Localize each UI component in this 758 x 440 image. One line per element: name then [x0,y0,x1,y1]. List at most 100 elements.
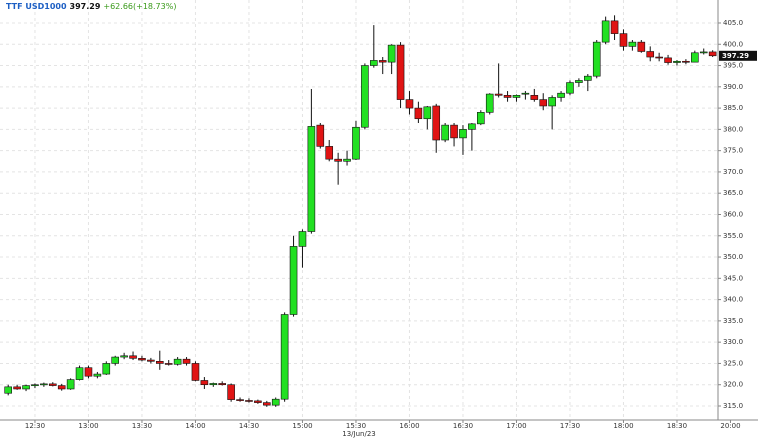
candle-body [494,93,503,96]
y-tick-label: 330.0 [723,338,743,346]
header: TTF USD1000 397.29 +62.66(+18.73%) [6,2,176,11]
price-tag [719,50,757,61]
candle-body [57,385,66,390]
x-tick-label: 20:00 [720,422,740,430]
x-tick-label: 14:00 [185,422,205,430]
candle-body [173,358,182,365]
candle-body [254,400,262,403]
y-tick-label: 315.0 [723,402,743,410]
candle-body [432,105,441,141]
candle-body [584,75,592,81]
candle-body [227,384,235,400]
candle-body [459,129,467,139]
candle-body [120,355,128,358]
candle-body [325,146,334,160]
y-tick-label: 390.0 [723,83,743,91]
x-tick-label: 14:30 [239,422,259,430]
candle-body [93,373,102,377]
candle-body [111,356,120,364]
candle-body [387,44,396,63]
candle-body [361,65,369,128]
x-tick-label: 15:30 [346,422,366,430]
y-tick-label: 355.0 [723,232,743,240]
candle-body [512,95,521,98]
y-tick-label: 350.0 [723,253,743,261]
candle-body [691,52,699,63]
candle-body [378,60,387,63]
candle-body [218,383,227,386]
candle-body [646,51,655,58]
candle-body [138,358,146,361]
candle-body [699,51,708,54]
candle-body [619,33,628,47]
candle-body [182,358,191,364]
y-tick-label: 365.0 [723,189,743,197]
y-tick-label: 405.0 [723,19,743,27]
candle-body [4,386,13,394]
candle-body [13,386,21,390]
candle-body [485,93,494,113]
candle-body [352,126,360,160]
candle-body [271,398,280,406]
candle-body [316,124,325,147]
candle-body [209,383,218,386]
y-tick-label: 345.0 [723,274,743,282]
candle-body [102,363,111,375]
x-tick-label: 18:00 [613,422,633,430]
x-tick-label: 13:30 [132,422,152,430]
candle-body [682,60,690,63]
candle-body [708,51,717,57]
y-tick-label: 325.0 [723,359,743,367]
candle-body [75,367,84,380]
symbol: TTF USD1000 [6,2,67,11]
plot-area [0,0,718,420]
candle-body [673,60,681,63]
candle-body [557,92,565,98]
candle-body [405,99,414,109]
x-tick-label: 18:30 [667,422,687,430]
candle-body [129,355,137,359]
candle-body [245,400,253,402]
x-tick-label: 12:30 [25,422,45,430]
candle-body [200,380,209,386]
candle-body [191,363,200,381]
candle-body [289,246,298,315]
candle-body [334,158,342,162]
candle-body [592,41,601,77]
candle-body [637,41,646,52]
candle-body [84,367,93,377]
x-tick-label: 17:00 [506,422,526,430]
candle-body [628,41,637,47]
x-tick-label: 16:00 [399,422,419,430]
candle-body [450,124,458,139]
candle-body [548,97,556,107]
candle-body [441,124,449,141]
candle-body [280,314,289,400]
candle-body [236,399,244,401]
x-tick-label: 16:30 [453,422,473,430]
y-tick-label: 360.0 [723,210,743,218]
y-tick-label: 320.0 [723,381,743,389]
candle-body [575,80,583,83]
y-tick-label: 380.0 [723,125,743,133]
y-tick-label: 385.0 [723,104,743,112]
candle-body [298,231,307,247]
last-price: 397.29 [69,2,101,11]
candle-body [147,359,155,362]
candle-body [530,95,539,100]
candle-body [610,20,619,34]
candle-body [40,383,48,386]
candle-body [521,92,530,95]
candle-body [370,60,378,66]
y-tick-label: 400.0 [723,40,743,48]
candle-body [566,82,574,94]
candle-body [655,56,663,59]
candle-body [262,402,271,406]
candle-body [477,112,485,125]
change: +62.66(+18.73%) [103,2,177,11]
candle-body [664,57,672,63]
candle-body [31,384,39,387]
candle-body [396,44,405,100]
